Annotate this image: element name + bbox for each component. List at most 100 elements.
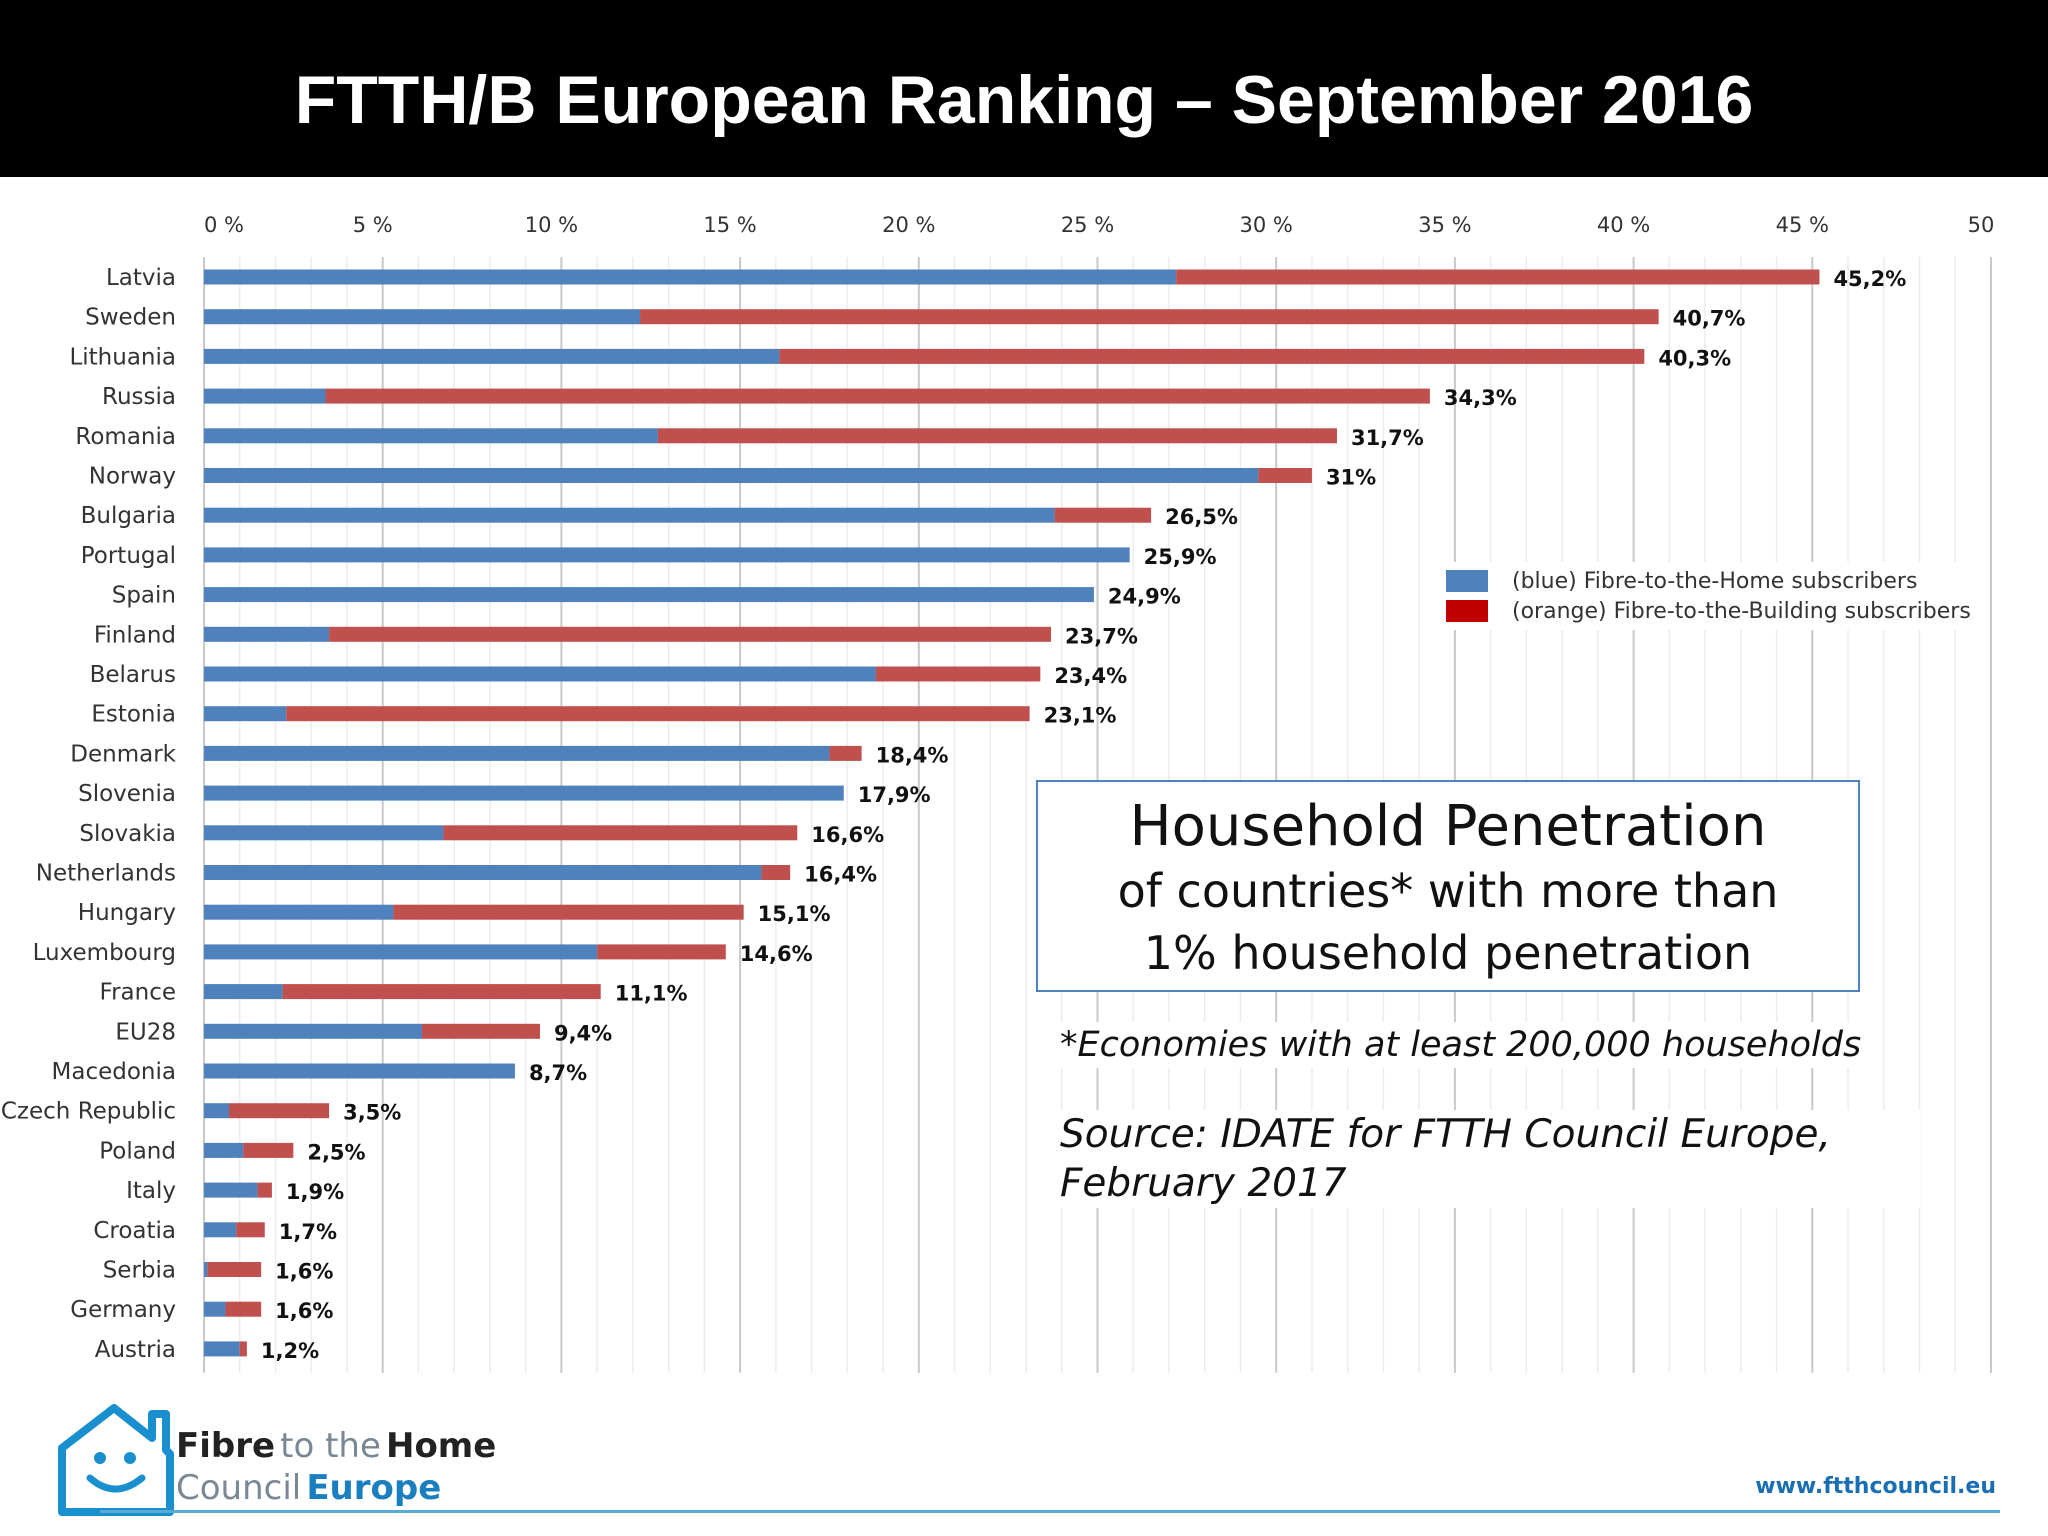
country-label: Lithuania	[69, 344, 176, 370]
value-label: 16,6%	[811, 823, 884, 847]
bar-fttb	[422, 1023, 540, 1039]
bar-ftth	[204, 1103, 230, 1119]
value-label: 26,5%	[1165, 505, 1238, 529]
x-tick-label: 50	[1968, 213, 1995, 237]
country-label: Poland	[99, 1138, 176, 1164]
x-tick-label: 25 %	[1061, 213, 1114, 237]
bar-fttb	[875, 666, 1041, 682]
country-label: Hungary	[78, 900, 176, 926]
country-label: Luxembourg	[33, 940, 176, 966]
bar-fttb	[1176, 269, 1820, 285]
country-label: Sweden	[85, 305, 176, 331]
legend-label-ftth: (blue) Fibre-to-the-Home subscribers	[1512, 568, 1918, 594]
country-label: Spain	[112, 583, 176, 609]
bar-ftth	[204, 1301, 226, 1317]
x-axis-ticks: 0 % 5 % 10 % 15 % 20 % 25 % 30 % 35 % 40 % 45 % 50	[204, 213, 1994, 237]
country-label: Austria	[95, 1337, 176, 1363]
value-label: 17,9%	[858, 783, 931, 807]
bar-fttb	[393, 904, 744, 920]
x-tick-label: 45 %	[1776, 213, 1829, 237]
bar-ftth	[204, 1182, 258, 1198]
value-label: 24,9%	[1108, 585, 1181, 609]
bar-ftth	[204, 944, 598, 960]
bar-fttb	[325, 388, 1430, 404]
country-label: Bulgaria	[81, 503, 176, 529]
bar-fttb	[282, 984, 601, 1000]
ranking-bar-chart: 0 % 5 % 10 % 15 % 20 % 25 % 30 % 35 % 40 % 45 % 50…	[1, 213, 1994, 1373]
bar-ftth	[204, 507, 1055, 523]
country-label: Czech Republic	[1, 1099, 176, 1125]
value-label: 23,7%	[1065, 624, 1138, 648]
value-label: 3,5%	[343, 1101, 401, 1125]
bar-fttb	[229, 1103, 330, 1119]
country-label: Finland	[94, 622, 176, 648]
country-label: Slovakia	[79, 821, 176, 847]
logo-word-home: Home	[385, 1426, 497, 1466]
value-label: 1,2%	[261, 1339, 319, 1363]
value-label: 18,4%	[876, 743, 949, 767]
website-url: www.ftthcouncil.eu	[1755, 1474, 1996, 1499]
bar-ftth	[204, 348, 780, 364]
logo-word-europe: Europe	[306, 1468, 442, 1508]
bar-ftth	[204, 587, 1094, 603]
logo-word-council: Council	[176, 1468, 302, 1508]
value-label: 11,1%	[615, 982, 688, 1006]
source-line-1: Source: IDATE for FTTH Council Europe,	[1060, 1112, 1831, 1157]
value-label: 1,9%	[286, 1180, 344, 1204]
bottom-divider	[100, 1510, 2000, 1513]
callout-line-3: 1% household penetration	[1143, 926, 1753, 980]
bar-fttb	[225, 1301, 262, 1317]
bar-ftth	[204, 388, 326, 404]
bar-ftth	[204, 468, 1259, 483]
bar-fttb	[1258, 468, 1312, 483]
bar-fttb	[257, 1182, 272, 1198]
bar-ftth	[204, 745, 830, 761]
source-line-2: February 2017	[1060, 1161, 1347, 1206]
callout-line-2: of countries* with more than	[1117, 864, 1779, 918]
value-label: 25,9%	[1144, 545, 1217, 569]
value-label: 15,1%	[758, 902, 831, 926]
value-label: 9,4%	[554, 1021, 612, 1045]
country-labels: Latvia Sweden Lithuania Russia Romania Norway…	[1, 265, 177, 1363]
bar-ftth	[204, 428, 658, 444]
footnote: *Economies with at least 200,000 househo…	[1060, 1022, 1862, 1068]
country-label: Netherlands	[36, 861, 176, 887]
logo-word-fibre: Fibre	[176, 1426, 276, 1466]
bar-ftth	[204, 269, 1177, 285]
value-label: 23,4%	[1054, 664, 1127, 688]
household-penetration-callout: Household Penetration of countries* with…	[1036, 780, 1860, 992]
logo-word-to-the: to the	[280, 1426, 381, 1466]
value-label: 1,6%	[275, 1260, 333, 1284]
x-tick-label: 35 %	[1418, 213, 1471, 237]
bar-ftth	[204, 706, 287, 722]
country-label: Romania	[75, 424, 176, 450]
country-label: Belarus	[90, 662, 176, 688]
legend: (blue) Fibre-to-the-Home subscribers (or…	[1440, 562, 1977, 630]
bar-ftth	[204, 1023, 423, 1039]
bar-ftth	[204, 666, 876, 682]
country-label: Croatia	[93, 1218, 176, 1244]
bar-ftth	[204, 1063, 515, 1079]
value-label: 40,3%	[1658, 346, 1731, 370]
bar-fttb	[640, 309, 1659, 325]
title-bar: FTTH/B European Ranking – September 2016	[0, 0, 2048, 177]
bar-fttb	[286, 706, 1030, 722]
x-tick-label: 0 %	[204, 213, 244, 237]
page-title: FTTH/B European Ranking – September 2016	[294, 62, 1754, 138]
bar-fttb	[829, 745, 862, 761]
bar-ftth	[204, 1341, 240, 1357]
legend-swatch-ftth	[1446, 570, 1488, 592]
bar-fttb	[243, 1142, 294, 1158]
legend-label-fttb: (orange) Fibre-to-the-Building subscribe…	[1512, 598, 1971, 624]
country-label: Serbia	[103, 1258, 176, 1284]
bar-ftth	[204, 547, 1130, 563]
value-label: 1,6%	[275, 1299, 333, 1323]
bar-fttb	[329, 626, 1052, 642]
bar-fttb	[597, 944, 726, 960]
bar-ftth	[204, 865, 762, 880]
bar-fttb	[207, 1262, 262, 1277]
bar-ftth	[204, 1142, 244, 1158]
bar-ftth	[204, 904, 394, 920]
x-tick-label: 30 %	[1240, 213, 1293, 237]
bar-ftth	[204, 984, 283, 1000]
